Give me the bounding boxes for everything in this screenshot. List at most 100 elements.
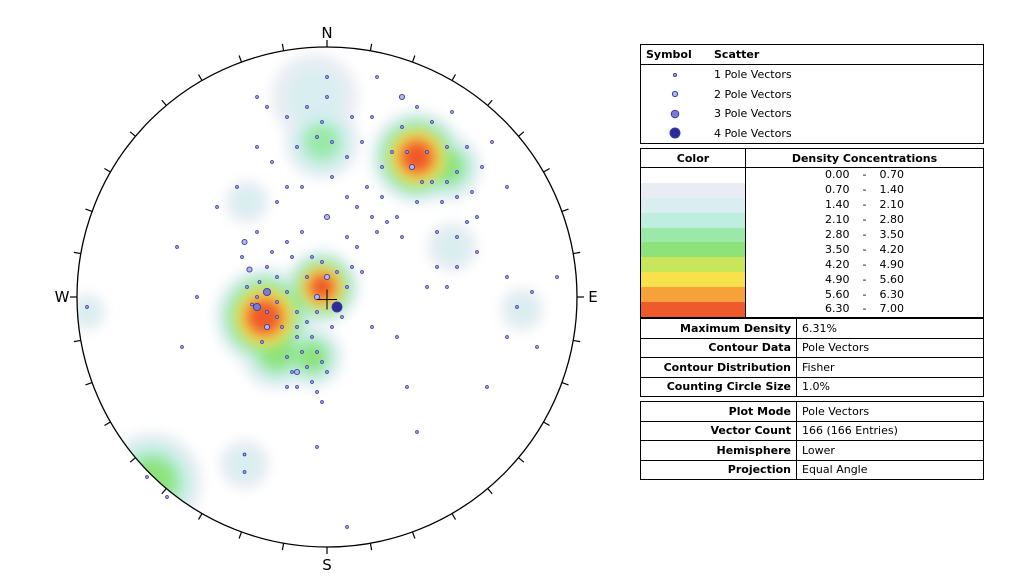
pole-point-88 (370, 325, 374, 329)
pole-point-57 (420, 180, 424, 184)
pole-point-36 (293, 368, 301, 376)
pole-point-39 (315, 390, 319, 394)
density-legend-row: 4.90-5.60 (640, 272, 984, 288)
azimuth-tick-230 (129, 457, 136, 463)
scatter-legend-label: 3 Pole Vectors (714, 107, 792, 121)
pole-point-72 (395, 215, 399, 219)
azimuth-tick-320 (161, 99, 167, 106)
pole-point-85 (515, 305, 519, 309)
pole-point-96 (175, 245, 179, 249)
density-range-high: 5.60 (879, 272, 905, 286)
scatter-legend-label: 4 Pole Vectors (714, 126, 792, 140)
azimuth-tick-210 (197, 513, 203, 520)
azimuth-tick-250 (85, 381, 93, 386)
pole-point-76 (505, 185, 509, 189)
pole-point-71 (370, 215, 374, 219)
pole-point-24 (350, 265, 354, 269)
pole-point-40 (285, 385, 289, 389)
pole-point-33 (315, 350, 319, 354)
density-range-dash: - (862, 242, 867, 256)
density-range-low: 2.80 (825, 228, 850, 241)
azimuth-tick-220 (161, 488, 167, 495)
density-color-swatch (640, 167, 746, 183)
pole-point-114 (350, 115, 354, 119)
pole-point-1 (241, 238, 248, 246)
density-contour-41 (304, 124, 340, 160)
vector-count-label: Vector Count (640, 420, 797, 441)
pole-point-58 (430, 180, 434, 184)
pole-point-101 (235, 185, 239, 189)
density-legend-row: 6.30-7.00 (640, 302, 984, 318)
scatter-symbol-1 (673, 72, 677, 77)
density-range-dash: - (862, 257, 867, 271)
density-range-low: 0.70 (825, 183, 850, 197)
pole-point-60 (455, 170, 459, 174)
pole-point-9 (265, 310, 269, 314)
pole-point-0 (285, 240, 289, 244)
density-legend-row: 3.50-4.20 (640, 242, 984, 258)
pole-point-87 (395, 335, 399, 339)
density-contour-26 (77, 300, 99, 324)
density-legend-row: 5.60-6.30 (640, 287, 984, 303)
density-range-high: 1.40 (879, 183, 905, 197)
pole-point-16 (305, 320, 309, 324)
pole-point-50 (365, 185, 369, 189)
pole-point-63 (450, 110, 454, 114)
density-contour-27 (286, 69, 343, 125)
pole-point-48 (330, 175, 334, 179)
pole-point-70 (385, 220, 389, 224)
scatter-symbol-2 (671, 91, 679, 98)
projection-label: Projection (640, 459, 797, 480)
pole-point-19 (331, 301, 343, 313)
pole-point-18 (313, 293, 321, 301)
density-range-high: 7.00 (879, 302, 905, 316)
pole-point-130 (245, 285, 249, 289)
pole-point-109 (320, 120, 324, 124)
pole-point-11 (275, 315, 279, 319)
pole-point-64 (415, 105, 419, 109)
pole-point-59 (445, 180, 449, 184)
pole-point-7 (250, 302, 254, 307)
density-contour-21 (436, 231, 468, 263)
azimuth-tick-330 (197, 74, 203, 81)
azimuth-tick-300 (104, 167, 111, 173)
density-range-dash: - (862, 228, 867, 241)
pole-point-132 (380, 195, 384, 199)
contour-data-value: Pole Vectors (796, 337, 984, 358)
pole-point-51 (380, 165, 384, 169)
density-color-swatch (640, 257, 746, 273)
azimuth-ticks (70, 40, 584, 554)
density-range: 4.90-5.60 (746, 272, 984, 287)
pole-point-108 (345, 155, 349, 159)
azimuth-tick-150 (451, 513, 457, 520)
pole-point-4 (257, 280, 262, 284)
pole-point-5 (262, 287, 272, 297)
pole-point-6 (255, 295, 259, 299)
scatter-symbol-3 (670, 109, 680, 119)
pole-point-44 (270, 250, 274, 254)
pole-point-21 (320, 260, 324, 264)
azimuth-tick-110 (561, 381, 569, 386)
pole-point-14 (295, 310, 299, 314)
density-legend-row: 0.70-1.40 (640, 182, 984, 198)
azimuth-tick-200 (238, 531, 243, 539)
density-contour-62 (400, 140, 434, 174)
pole-point-116 (375, 75, 379, 79)
pole-point-125 (305, 275, 309, 279)
pole-point-98 (180, 345, 184, 349)
pole-point-90 (485, 385, 489, 389)
density-legend-header-color: Color (640, 148, 746, 168)
pole-point-53 (405, 150, 409, 154)
density-contour-23 (233, 188, 261, 216)
pole-point-32 (300, 350, 304, 354)
pole-point-77 (490, 140, 494, 144)
pole-point-38 (295, 385, 299, 389)
pole-point-31 (310, 335, 314, 339)
azimuth-tick-190 (281, 543, 285, 551)
pole-point-12 (263, 323, 271, 331)
azimuth-tick-260 (73, 339, 81, 343)
contour-data-label: Contour Data (640, 337, 797, 358)
pole-point-127 (290, 255, 294, 259)
density-range-dash: - (862, 168, 867, 182)
density-color-swatch (640, 287, 746, 303)
